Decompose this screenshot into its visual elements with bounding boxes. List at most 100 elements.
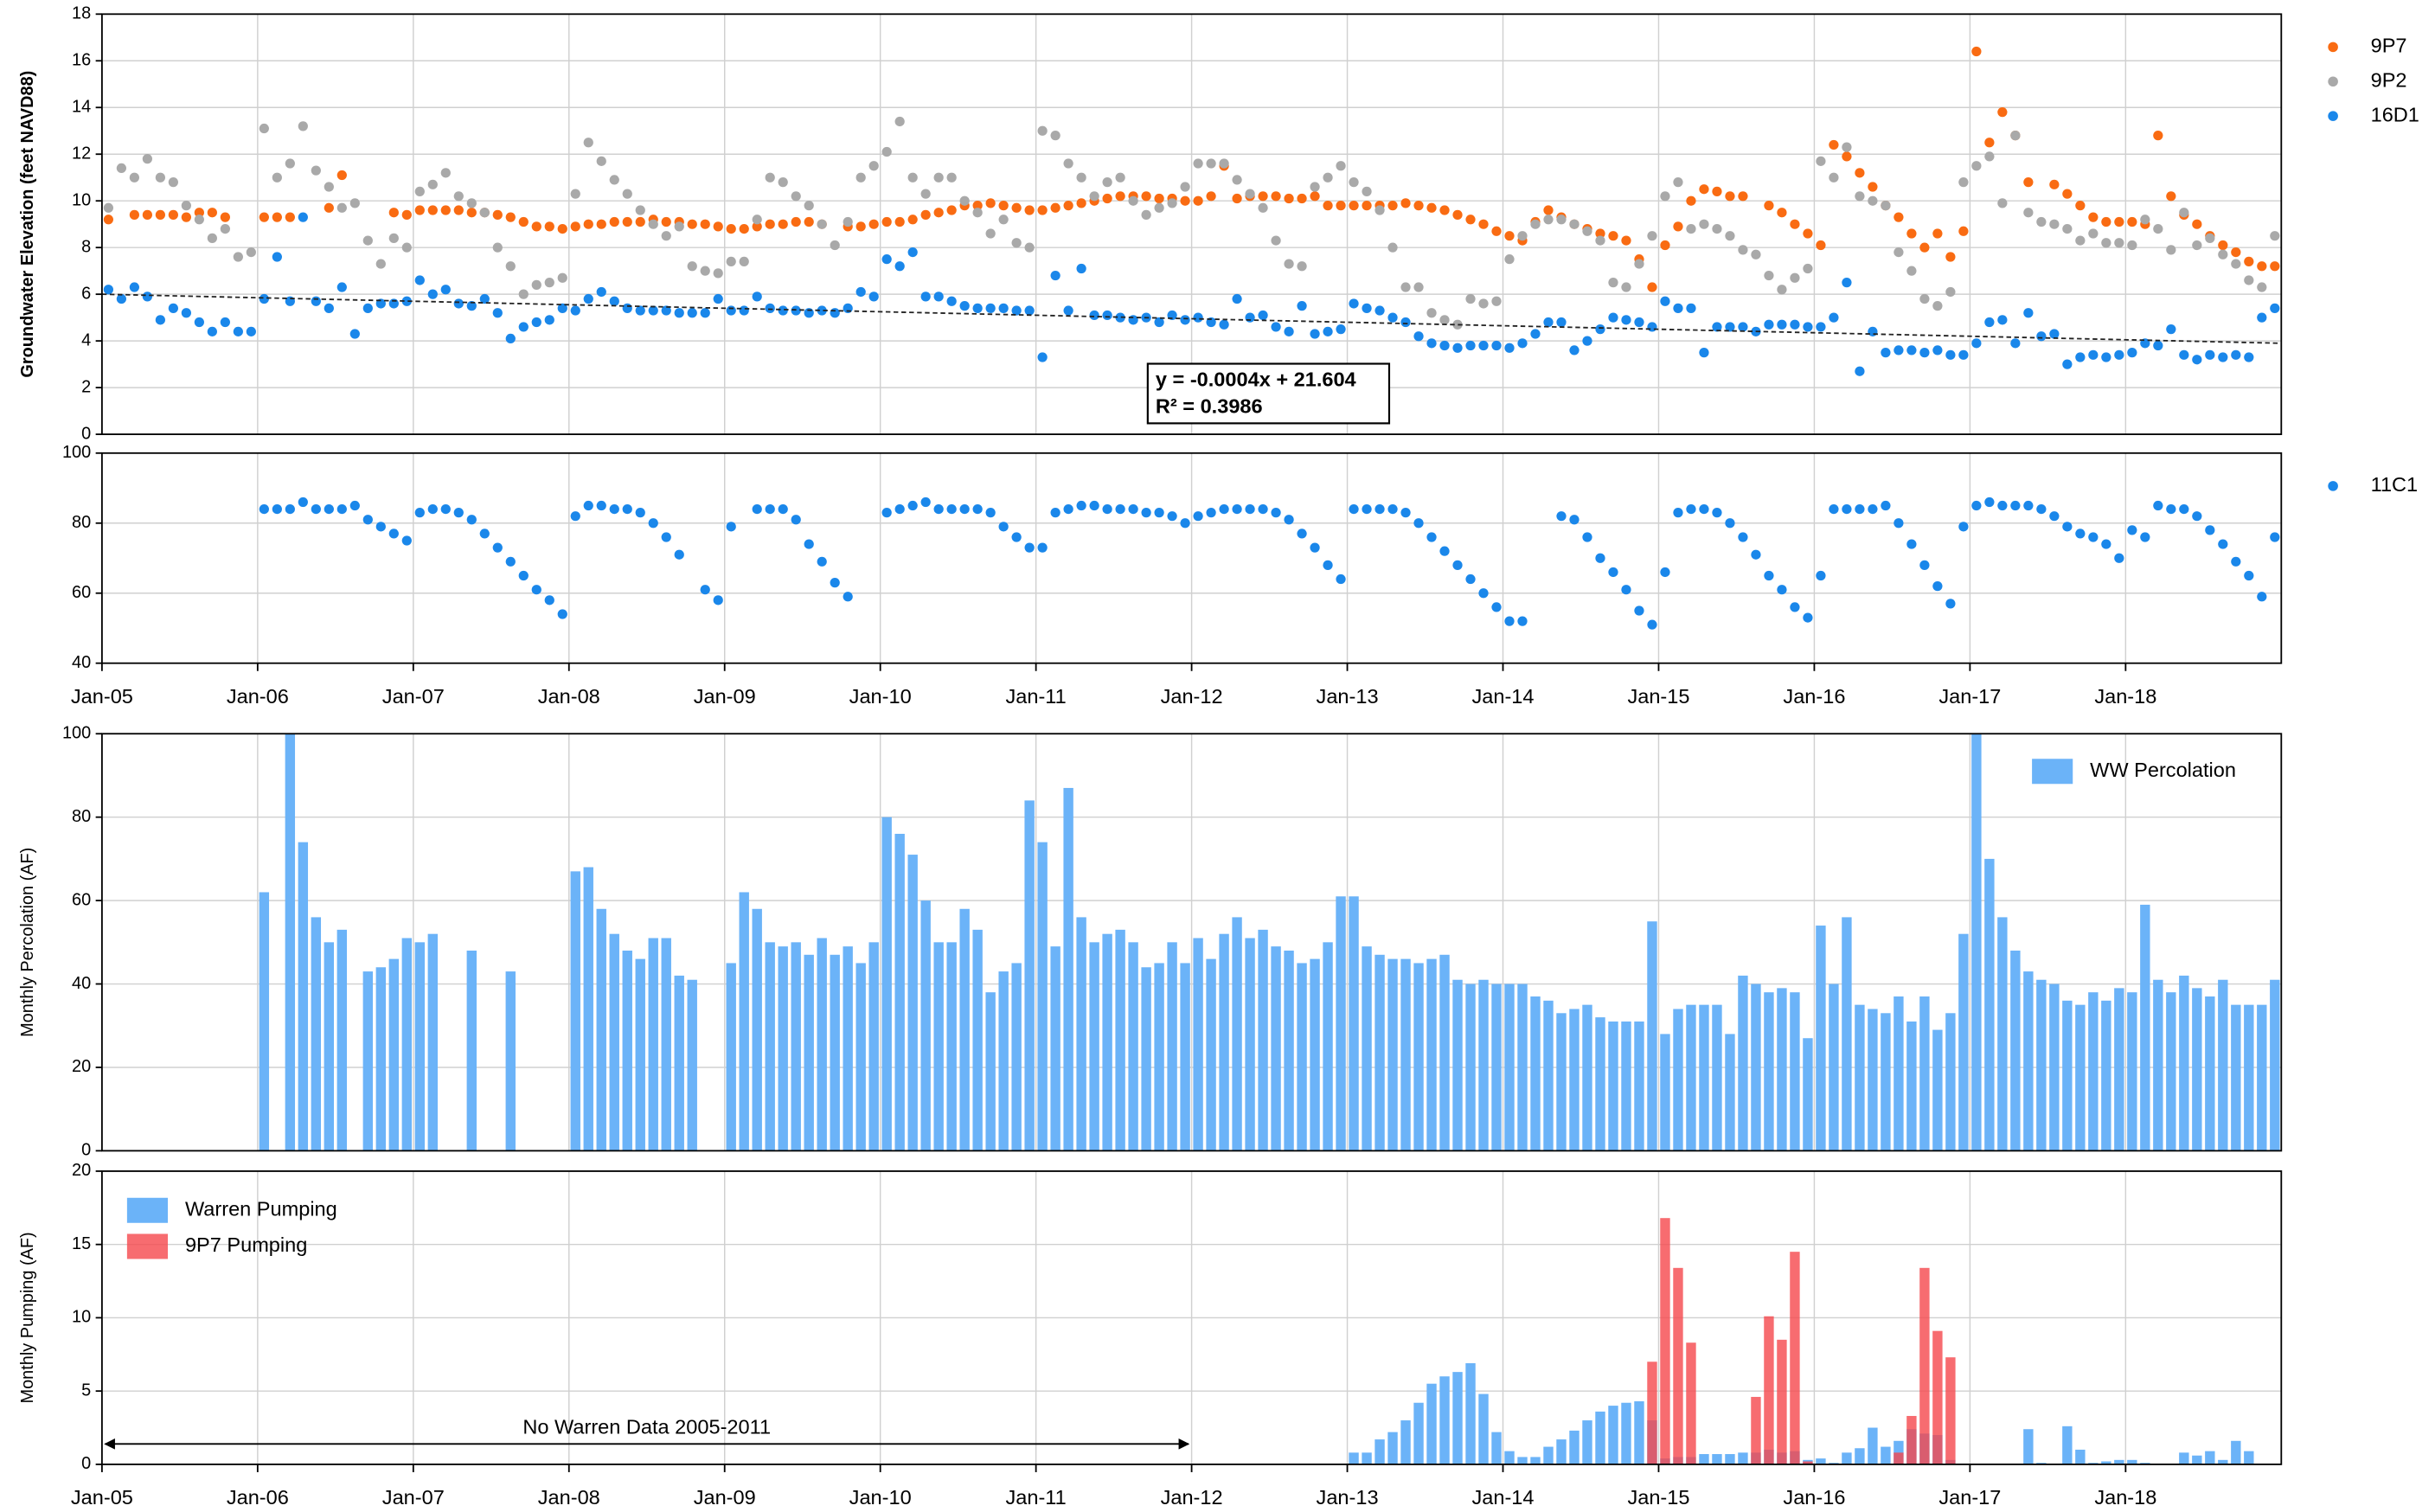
point <box>349 198 360 208</box>
bar <box>1699 1454 1709 1464</box>
bar <box>1881 1446 1891 1464</box>
point <box>129 282 139 292</box>
bar <box>1569 1009 1580 1151</box>
point <box>830 240 840 251</box>
bar <box>2166 992 2176 1151</box>
point <box>1764 570 1774 581</box>
point <box>2049 219 2060 229</box>
point <box>1842 503 1852 515</box>
point <box>2244 256 2254 266</box>
point <box>505 556 516 567</box>
point <box>635 305 645 316</box>
bar <box>1063 787 1073 1151</box>
bar <box>1543 1446 1554 1464</box>
point <box>1673 221 1683 232</box>
point <box>1971 46 1982 57</box>
point <box>1634 605 1644 616</box>
point <box>1842 142 1852 152</box>
bar <box>1738 975 1748 1151</box>
point <box>998 215 1009 225</box>
bar <box>2023 971 2034 1151</box>
bar <box>881 817 892 1151</box>
point <box>1284 515 1294 525</box>
point <box>1037 125 1048 136</box>
point <box>2101 352 2111 362</box>
point <box>1323 326 1333 336</box>
bar <box>2205 996 2215 1151</box>
point <box>492 242 503 253</box>
point <box>1971 338 1982 349</box>
point <box>1569 345 1580 356</box>
bar <box>570 871 580 1151</box>
point <box>2075 200 2086 211</box>
bar <box>1504 983 1515 1151</box>
point <box>817 219 827 229</box>
point <box>972 208 983 218</box>
x-tick-label: Jan-06 <box>227 685 289 708</box>
point <box>1297 529 1307 539</box>
point <box>1764 200 1774 211</box>
point <box>1504 254 1515 265</box>
point <box>739 223 749 234</box>
point <box>946 296 957 306</box>
point <box>2088 228 2099 239</box>
point <box>1141 508 1151 518</box>
point <box>868 219 879 229</box>
point <box>855 286 866 298</box>
point <box>349 500 360 511</box>
bar <box>2075 1004 2086 1151</box>
bar <box>739 892 749 1151</box>
point <box>920 209 931 221</box>
point <box>1634 259 1644 269</box>
point <box>1932 345 1943 356</box>
point <box>2010 131 2021 141</box>
point <box>1660 240 1670 251</box>
point <box>194 208 204 218</box>
point <box>1258 503 1268 515</box>
point <box>285 503 295 515</box>
point <box>739 256 749 266</box>
point <box>1284 259 1294 269</box>
point <box>2166 191 2176 202</box>
point <box>298 121 308 131</box>
bar <box>1958 933 1969 1151</box>
point <box>726 256 736 266</box>
point <box>1439 340 1450 351</box>
bar <box>1556 1013 1567 1151</box>
y-axis-label: Monthly Percolation (AF) <box>18 848 37 1037</box>
point <box>583 293 593 304</box>
point <box>207 233 217 244</box>
point <box>285 212 295 222</box>
point <box>1258 191 1268 202</box>
bar <box>1050 946 1061 1151</box>
point <box>1582 532 1592 542</box>
legend-label: 16D1 <box>2371 103 2419 125</box>
bar <box>609 933 619 1151</box>
point <box>518 570 529 581</box>
bar <box>1868 1009 1878 1151</box>
point <box>1439 205 1450 215</box>
point <box>1310 191 1320 202</box>
legend-swatch <box>126 1233 169 1259</box>
point <box>1219 503 1229 515</box>
point <box>479 208 490 218</box>
y-tick-label: 6 <box>81 284 91 303</box>
point <box>414 186 425 197</box>
point <box>2049 179 2060 189</box>
bar <box>1997 917 2008 1151</box>
point <box>791 216 801 227</box>
point <box>2088 212 2099 222</box>
point <box>804 539 814 549</box>
point <box>1089 191 1099 202</box>
point <box>2270 261 2280 272</box>
bar <box>2192 1455 2202 1464</box>
point <box>791 191 801 202</box>
point <box>674 308 684 318</box>
point <box>1297 301 1307 311</box>
point <box>1232 293 1242 304</box>
point <box>1906 345 1917 356</box>
point <box>2218 539 2228 549</box>
point <box>1180 182 1190 192</box>
bar <box>2179 1452 2189 1464</box>
point <box>1504 231 1515 241</box>
